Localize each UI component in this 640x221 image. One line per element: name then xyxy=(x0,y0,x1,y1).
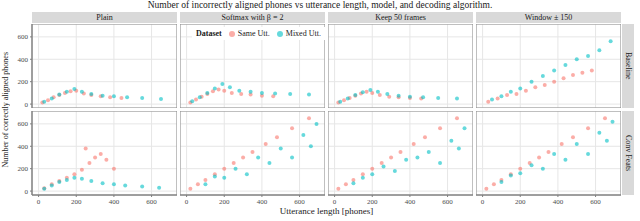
html-text:Softmax with β = 2: Softmax with β = 2 xyxy=(221,13,284,22)
html-text:Same Utt.: Same Utt. xyxy=(237,29,270,38)
svg-text:400: 400 xyxy=(18,56,29,64)
svg-text:0: 0 xyxy=(481,198,485,205)
svg-text:600: 600 xyxy=(146,198,157,205)
svg-text:0: 0 xyxy=(185,198,189,205)
html-text:Utterance length [phones]: Utterance length [phones] xyxy=(279,206,374,216)
svg-text:200: 200 xyxy=(515,198,526,205)
svg-text:400: 400 xyxy=(109,198,120,205)
svg-text:200: 200 xyxy=(219,198,230,205)
html-text:Number of correctly aligned ph: Number of correctly aligned phones xyxy=(1,51,10,168)
svg-text:0: 0 xyxy=(37,198,41,205)
html-text:Conv Feats: Conv Feats xyxy=(623,134,633,172)
svg-text:400: 400 xyxy=(18,143,29,151)
html-text:Dataset: Dataset xyxy=(196,29,222,38)
svg-text:400: 400 xyxy=(405,198,416,205)
html-text:Keep 50 frames: Keep 50 frames xyxy=(375,13,426,22)
svg-text:200: 200 xyxy=(18,165,29,173)
svg-text:200: 200 xyxy=(71,198,82,205)
html-text:Baseline: Baseline xyxy=(623,52,633,80)
svg-text:400: 400 xyxy=(257,198,268,205)
html-text:Window ± 150: Window ± 150 xyxy=(524,13,573,22)
svg-text:400: 400 xyxy=(553,198,564,205)
svg-text:600: 600 xyxy=(590,198,601,205)
html-text:Plain: Plain xyxy=(96,13,113,22)
svg-text:600: 600 xyxy=(442,198,453,205)
html-text:Number of incorrectly aligned: Number of incorrectly aligned phones vs … xyxy=(147,0,493,10)
svg-text:600: 600 xyxy=(18,120,29,128)
svg-text:0: 0 xyxy=(333,198,337,205)
svg-text:0: 0 xyxy=(25,188,29,196)
svg-text:0: 0 xyxy=(25,101,29,108)
svg-text:600: 600 xyxy=(294,198,305,205)
html-text:Mixed Utt.: Mixed Utt. xyxy=(285,29,321,38)
svg-text:600: 600 xyxy=(18,33,29,41)
svg-text:200: 200 xyxy=(18,78,29,86)
svg-text:200: 200 xyxy=(367,198,378,205)
